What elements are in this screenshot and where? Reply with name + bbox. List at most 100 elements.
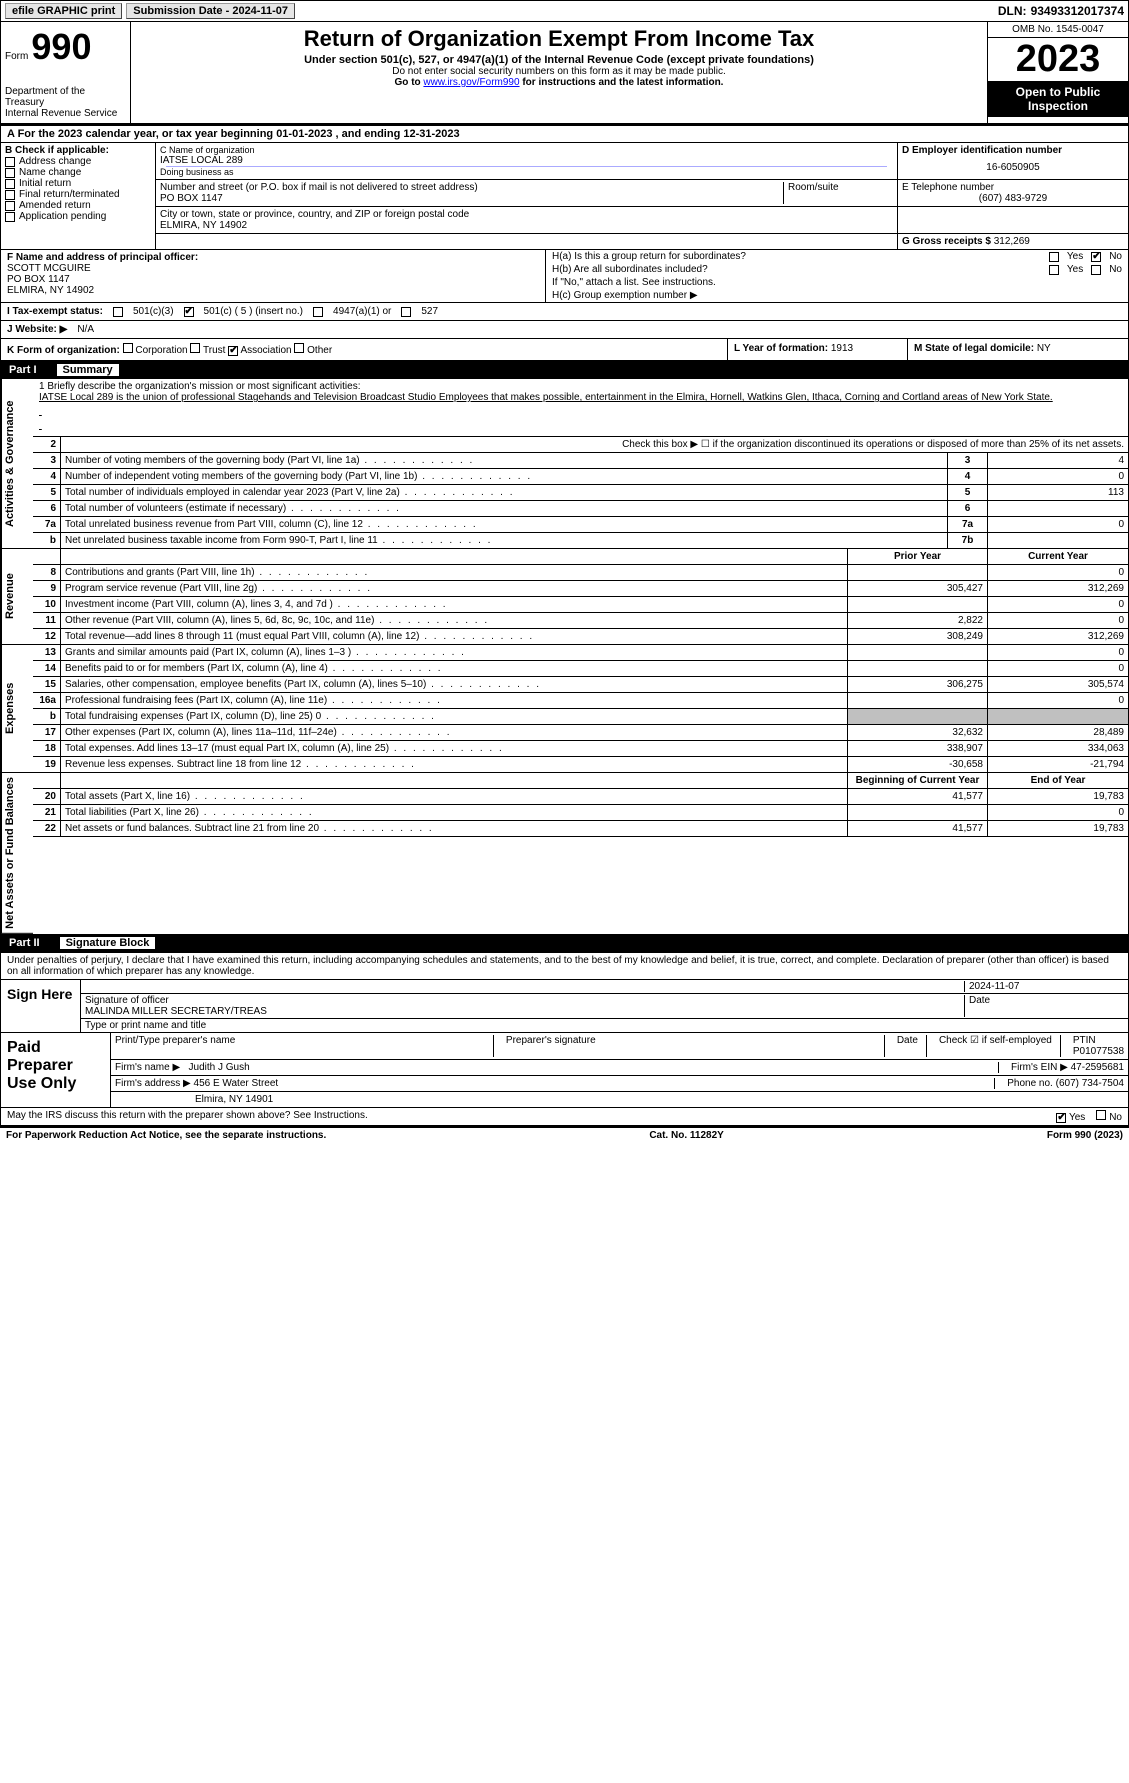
- checkbox-assoc[interactable]: [228, 346, 238, 356]
- form-word: Form: [5, 51, 28, 62]
- firm-phone: (607) 734-7504: [1056, 1078, 1124, 1089]
- revenue-header-row: Prior Year Current Year: [33, 549, 1128, 565]
- summary-line-4: 4Number of independent voting members of…: [33, 469, 1128, 485]
- vlabel-revenue: Revenue: [1, 549, 33, 645]
- summary-line-15: 15Salaries, other compensation, employee…: [33, 677, 1128, 693]
- box-f: F Name and address of principal officer:…: [1, 250, 546, 302]
- efile-graphic-button[interactable]: efile GRAPHIC print: [5, 3, 122, 19]
- form-title: Return of Organization Exempt From Incom…: [139, 26, 979, 52]
- summary-line-3: 3Number of voting members of the governi…: [33, 453, 1128, 469]
- checkbox-name-change[interactable]: [5, 168, 15, 178]
- summary-line-16a: 16aProfessional fundraising fees (Part I…: [33, 693, 1128, 709]
- form-note-url: Go to www.irs.gov/Form990 for instructio…: [139, 77, 979, 88]
- box-b: B Check if applicable: Address change Na…: [1, 143, 156, 250]
- officer-signature-name: MALINDA MILLER SECRETARY/TREAS: [85, 1006, 267, 1017]
- firm-ein: 47-2595681: [1071, 1062, 1124, 1073]
- form-subtitle: Under section 501(c), 527, or 4947(a)(1)…: [139, 54, 979, 66]
- summary-line-7a: 7aTotal unrelated business revenue from …: [33, 517, 1128, 533]
- sign-date: 2024-11-07: [964, 981, 1124, 992]
- form-number: 990: [31, 26, 91, 67]
- summary-line-21: 21Total liabilities (Part X, line 26)0: [33, 805, 1128, 821]
- submission-date-button[interactable]: Submission Date - 2024-11-07: [126, 3, 295, 19]
- summary-line-20: 20Total assets (Part X, line 16)41,57719…: [33, 789, 1128, 805]
- checkbox-hb-no[interactable]: [1091, 265, 1101, 275]
- checkbox-amended-return[interactable]: [5, 201, 15, 211]
- summary-line-9: 9Program service revenue (Part VIII, lin…: [33, 581, 1128, 597]
- summary-line-b: bNet unrelated business taxable income f…: [33, 533, 1128, 549]
- checkbox-501c3[interactable]: [113, 307, 123, 317]
- vlabel-expenses: Expenses: [1, 645, 33, 773]
- summary-line-12: 12Total revenue—add lines 8 through 11 (…: [33, 629, 1128, 645]
- form-note-ssn: Do not enter social security numbers on …: [139, 66, 979, 77]
- officer-street: PO BOX 1147: [7, 274, 539, 285]
- firm-addr2: Elmira, NY 14901: [115, 1094, 273, 1105]
- checkbox-corp[interactable]: [123, 343, 133, 353]
- efile-topbar: efile GRAPHIC print Submission Date - 20…: [0, 0, 1129, 22]
- checkbox-trust[interactable]: [190, 343, 200, 353]
- summary-line-14: 14Benefits paid to or for members (Part …: [33, 661, 1128, 677]
- website-value: N/A: [77, 324, 94, 335]
- box-h: H(a) Is this a group return for subordin…: [546, 250, 1128, 302]
- checkbox-other[interactable]: [294, 343, 304, 353]
- summary-line-11: 11Other revenue (Part VIII, column (A), …: [33, 613, 1128, 629]
- summary-line-2: 2Check this box ▶ ☐ if the organization …: [33, 437, 1128, 453]
- dln-label: DLN:: [998, 4, 1027, 18]
- ein: 16-6050905: [902, 156, 1124, 173]
- checkbox-527[interactable]: [401, 307, 411, 317]
- department-label: Department of the Treasury Internal Reve…: [5, 86, 126, 119]
- dln-value: 93493312017374: [1031, 4, 1124, 18]
- box-k: K Form of organization: Corporation Trus…: [1, 339, 728, 360]
- checkbox-ha-yes[interactable]: [1049, 252, 1059, 262]
- checkbox-initial-return[interactable]: [5, 179, 15, 189]
- box-c-city: City or town, state or province, country…: [156, 207, 898, 234]
- summary-line-8: 8Contributions and grants (Part VIII, li…: [33, 565, 1128, 581]
- sign-here-label: Sign Here: [1, 980, 81, 1032]
- paid-preparer-grid: Paid Preparer Use Only Print/Type prepar…: [1, 1032, 1128, 1107]
- tax-exempt-status-row: I Tax-exempt status: 501(c)(3) 501(c) ( …: [0, 303, 1129, 321]
- checkbox-ha-no[interactable]: [1091, 252, 1101, 262]
- checkbox-4947[interactable]: [313, 307, 323, 317]
- telephone: (607) 483-9729: [902, 193, 1124, 204]
- checkbox-501c[interactable]: [184, 307, 194, 317]
- org-city: ELMIRA, NY 14902: [160, 220, 893, 231]
- box-m: M State of legal domicile: NY: [908, 339, 1128, 360]
- paid-preparer-label: Paid Preparer Use Only: [1, 1033, 111, 1107]
- perjury-declaration: Under penalties of perjury, I declare th…: [1, 953, 1128, 979]
- officer-city: ELMIRA, NY 14902: [7, 285, 539, 296]
- officer-name: SCOTT MCGUIRE: [7, 263, 539, 274]
- officer-h-row: F Name and address of principal officer:…: [0, 250, 1129, 303]
- summary-line-17: 17Other expenses (Part IX, column (A), l…: [33, 725, 1128, 741]
- checkbox-discuss-yes[interactable]: [1056, 1113, 1066, 1123]
- summary-line-19: 19Revenue less expenses. Subtract line 1…: [33, 757, 1128, 773]
- vlabel-netassets: Net Assets or Fund Balances: [1, 773, 33, 934]
- org-street: PO BOX 1147: [160, 193, 783, 204]
- mission-block: 1 Briefly describe the organization's mi…: [33, 379, 1128, 437]
- summary-line-b: bTotal fundraising expenses (Part IX, co…: [33, 709, 1128, 725]
- netassets-header-row: Beginning of Current Year End of Year: [33, 773, 1128, 789]
- checkbox-hb-yes[interactable]: [1049, 265, 1059, 275]
- box-g: G Gross receipts $ 312,269: [898, 234, 1128, 250]
- box-c-name: C Name of organization IATSE LOCAL 289 D…: [156, 143, 898, 180]
- summary-line-6: 6Total number of volunteers (estimate if…: [33, 501, 1128, 517]
- open-to-public: Open to Public Inspection: [988, 81, 1128, 117]
- submission-date: 2024-11-07: [232, 5, 288, 17]
- checkbox-address-change[interactable]: [5, 157, 15, 167]
- part1-header: Part I Summary: [0, 361, 1129, 379]
- box-b-label: B Check if applicable:: [5, 145, 151, 156]
- page-footer: For Paperwork Reduction Act Notice, see …: [0, 1126, 1129, 1143]
- gross-receipts: 312,269: [994, 236, 1030, 247]
- checkbox-final-return[interactable]: [5, 190, 15, 200]
- submission-date-label: Submission Date -: [133, 5, 232, 17]
- firm-name: Judith J Gush: [189, 1062, 250, 1073]
- box-c-street: Number and street (or P.O. box if mail i…: [156, 180, 898, 207]
- irs-link[interactable]: www.irs.gov/Form990: [423, 77, 519, 88]
- box-e: E Telephone number (607) 483-9729: [898, 180, 1128, 207]
- vlabel-governance: Activities & Governance: [1, 379, 33, 549]
- calendar-year-row: A For the 2023 calendar year, or tax yea…: [0, 124, 1129, 143]
- sign-here-grid: Sign Here 2024-11-07 Signature of office…: [1, 979, 1128, 1032]
- omb-number: OMB No. 1545-0047: [988, 22, 1128, 38]
- box-l: L Year of formation: 1913: [728, 339, 908, 360]
- checkbox-discuss-no[interactable]: [1096, 1110, 1106, 1120]
- checkbox-application-pending[interactable]: [5, 212, 15, 222]
- form-header: Form 990 Department of the Treasury Inte…: [0, 22, 1129, 124]
